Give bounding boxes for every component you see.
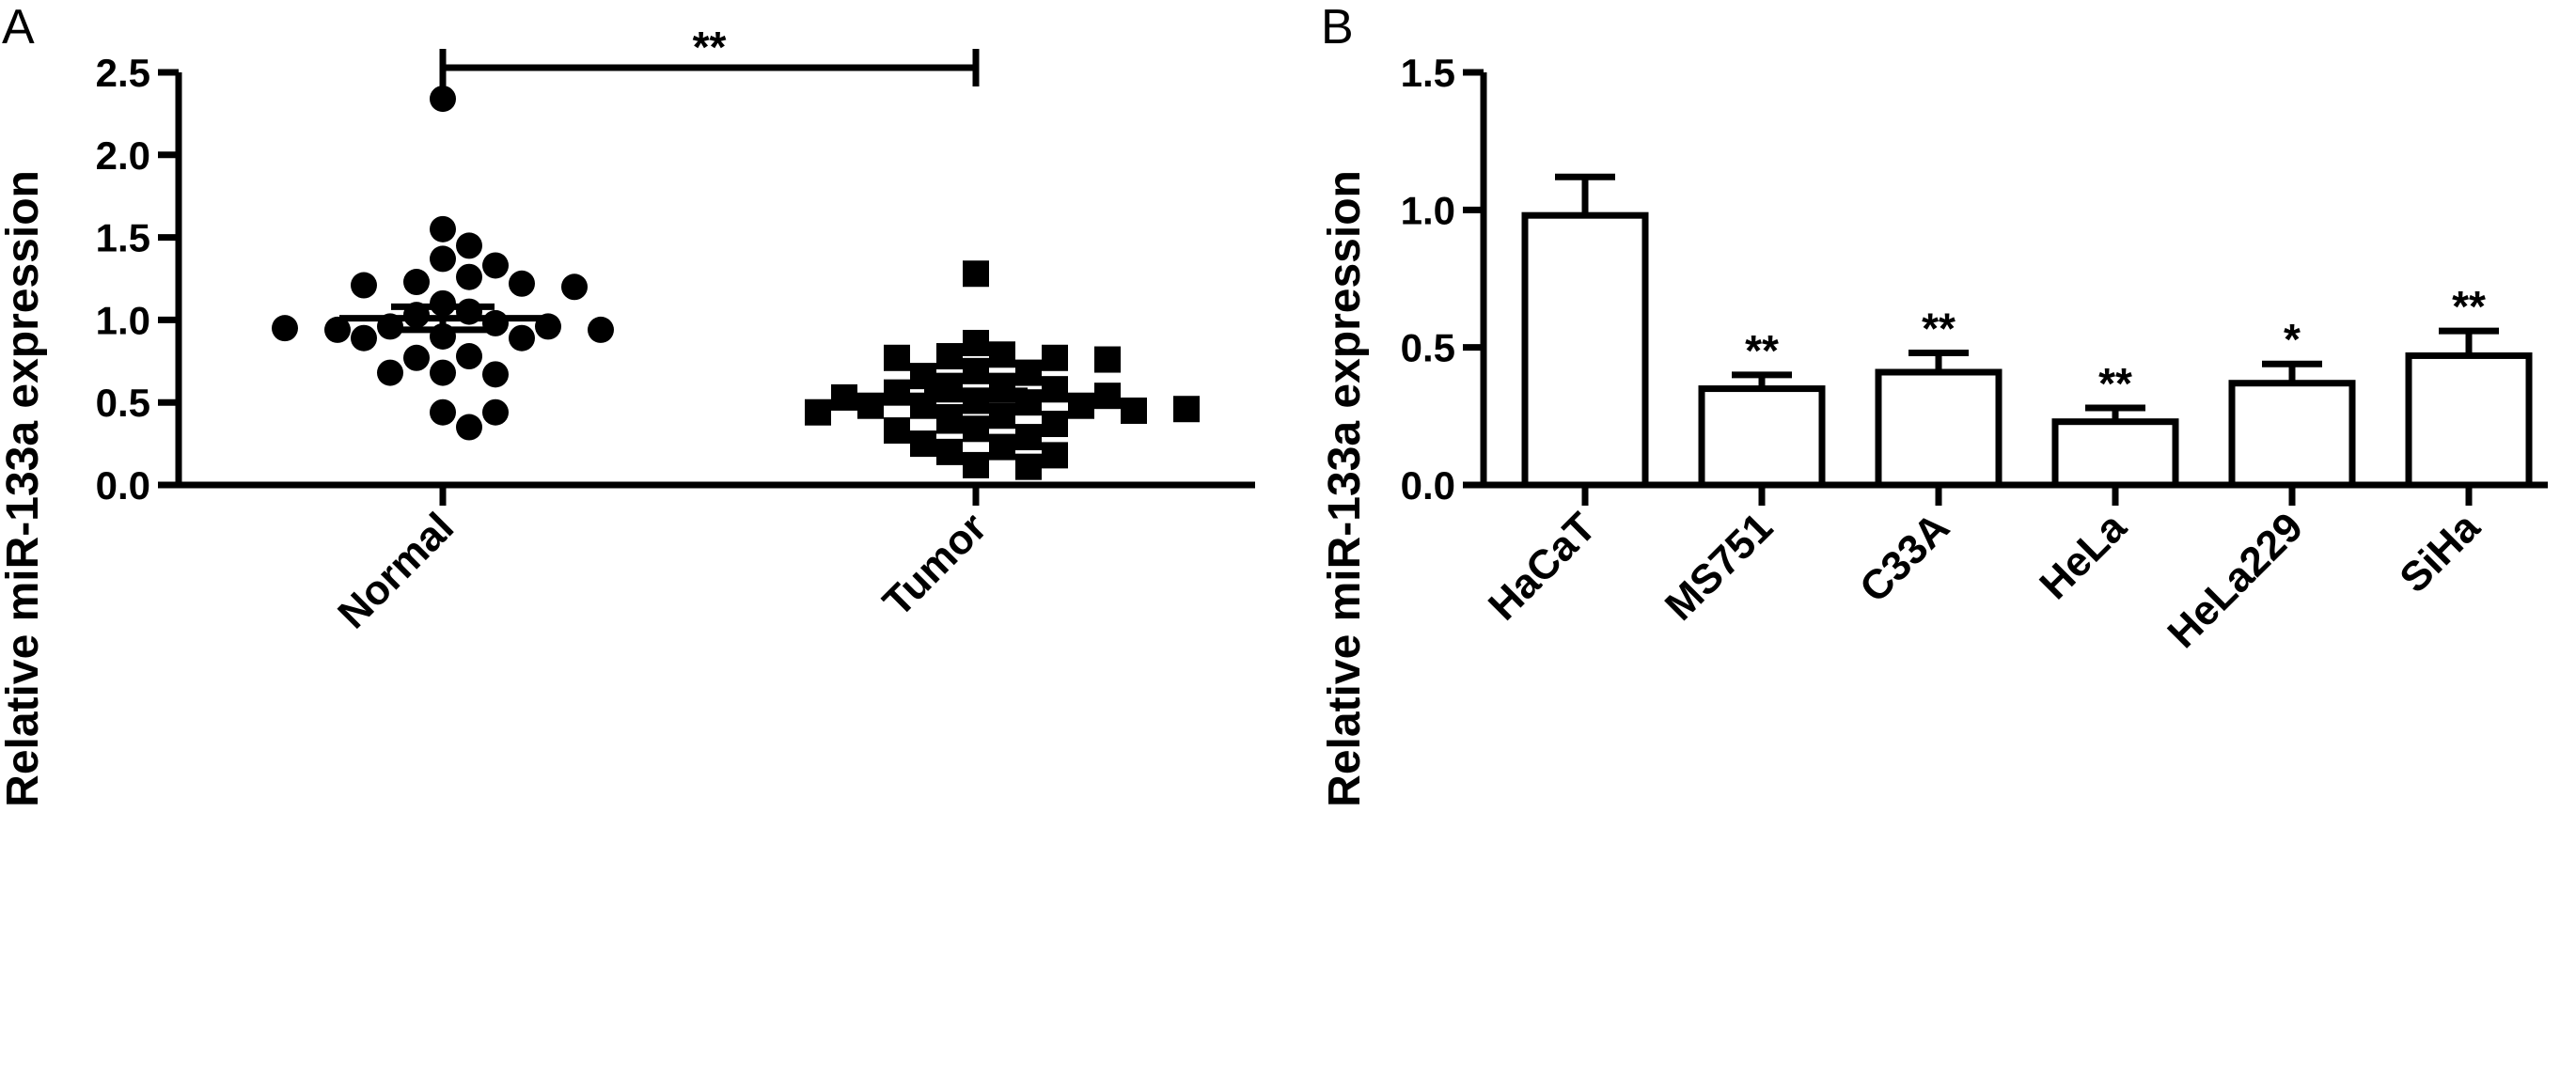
panel-a-significance-label: ** [693,23,727,71]
panel-a-point-tumor [1015,359,1042,386]
panel-a-point-normal [456,263,482,290]
panel-b-y-axis-label: Relative miR-133a expression [1320,170,1370,807]
panel-b-bar-hela229 [2228,380,2356,489]
panel-a-point-tumor [805,398,831,426]
panel-a-points [272,86,1200,480]
panel-a-point-tumor [936,372,963,399]
panel-a-point-tumor [936,407,963,434]
panel-b-y-tick-label: 0.5 [1401,326,1455,370]
panel-a-point-normal [377,359,403,386]
panel-a-y-tick-label: 0.0 [96,463,150,508]
panel-a-y-tick-label: 2.0 [96,133,150,178]
panel-a-point-tumor [989,433,1015,461]
panel-a-point-normal [482,252,509,279]
panel-a-y-ticks: 0.0 0.5 1.0 1.5 2.0 2.5 [96,51,179,508]
panel-b-y-ticks: 0.0 0.5 1.0 1.5 [1401,51,1484,508]
panel-a-point-normal [509,324,535,352]
panel-a-point-normal [324,316,351,343]
panel-a-point-normal [561,273,588,301]
panel-b-bar-ms751 [1698,385,1826,489]
panel-a-y-tick-label: 1.0 [96,298,150,342]
panel-a-mean-sem [339,303,1079,411]
panel-a-point-tumor [963,357,989,384]
panel-a-point-normal [456,232,482,259]
panel-a-point-tumor [884,417,910,445]
panel-b-significance-label: ** [2098,359,2132,408]
panel-b-bars [1521,173,2533,489]
panel-a-point-normal [403,344,430,371]
panel-b-significance: ** ******* [1745,282,2486,408]
panel-a-point-tumor [884,344,910,371]
panel-b-significance-label: ** [1745,326,1779,375]
panel-a-point-tumor [989,372,1015,399]
panel-a-point-tumor [963,451,989,478]
panel-a-point-tumor [1042,442,1068,469]
panel-a-point-normal [482,398,509,426]
panel-a-point-normal [272,315,298,342]
panel-b-y-tick-label: 0.0 [1401,463,1455,508]
panel-a-point-normal [456,343,482,370]
panel-a-point-tumor [1015,453,1042,480]
panel-a-point-normal [430,86,456,113]
panel-b-label: B [1321,0,1354,55]
panel-a-point-tumor [936,343,963,370]
panel-a-point-normal [482,361,509,388]
panel-a-point-tumor [1042,411,1068,438]
panel-b-bar-c33a [1875,368,2003,489]
panel-a-significance: ** [439,23,980,86]
panel-a-point-normal [588,316,614,343]
panel-b-y-tick-label: 1.0 [1401,188,1455,232]
panel-a-point-normal [351,324,377,352]
panel-b-significance-label: ** [1922,305,1956,353]
panel-b-significance-label: ** [2452,282,2486,331]
panel-a-y-axis-label: Relative miR-133a expression [0,170,48,807]
panel-a-point-normal [430,359,456,386]
panel-a-label: A [2,0,35,55]
panel-a-point-tumor [1042,344,1068,371]
panel-b-bar-hacat [1521,211,1649,489]
panel-a-point-tumor [936,438,963,465]
panel-a-point-normal [509,270,535,297]
panel-a-point-tumor [1094,383,1121,410]
panel-a-point-tumor [963,415,989,443]
panel-b-axes [1480,72,2548,506]
panel-a-point-tumor [831,383,857,411]
panel-a-point-tumor [1094,346,1121,373]
panel-a-point-normal [403,269,430,296]
panel-a-point-normal [351,272,377,299]
panel-b-bar-siha [2405,352,2533,489]
panel-a-point-tumor [910,430,936,458]
panel-b-significance-label: * [2284,315,2301,364]
panel-a-point-tumor [989,341,1015,368]
panel-a-point-tumor [963,260,989,288]
panel-a-point-normal [456,414,482,441]
panel-a-point-normal [430,245,456,273]
panel-a-point-normal [430,215,456,242]
panel-a-point-tumor [1015,424,1042,451]
panel-a-y-tick-label: 2.5 [96,51,150,95]
panel-a-y-tick-label: 1.5 [96,216,150,260]
panel-a-axes [175,72,1255,506]
panel-a-point-tumor [963,329,989,356]
panel-a-point-normal [430,398,456,426]
panel-a-y-tick-label: 0.5 [96,381,150,425]
panel-b: B Relative miR-133a expression 0.0 0.5 1.0… [1320,0,2548,807]
panel-a-point-tumor [1121,397,1147,424]
panel-b-bar-hela [2051,418,2179,489]
panel-b-y-tick-label: 1.5 [1401,51,1455,95]
panel-a-point-tumor [1173,396,1200,423]
panel-a-point-tumor [910,363,936,390]
